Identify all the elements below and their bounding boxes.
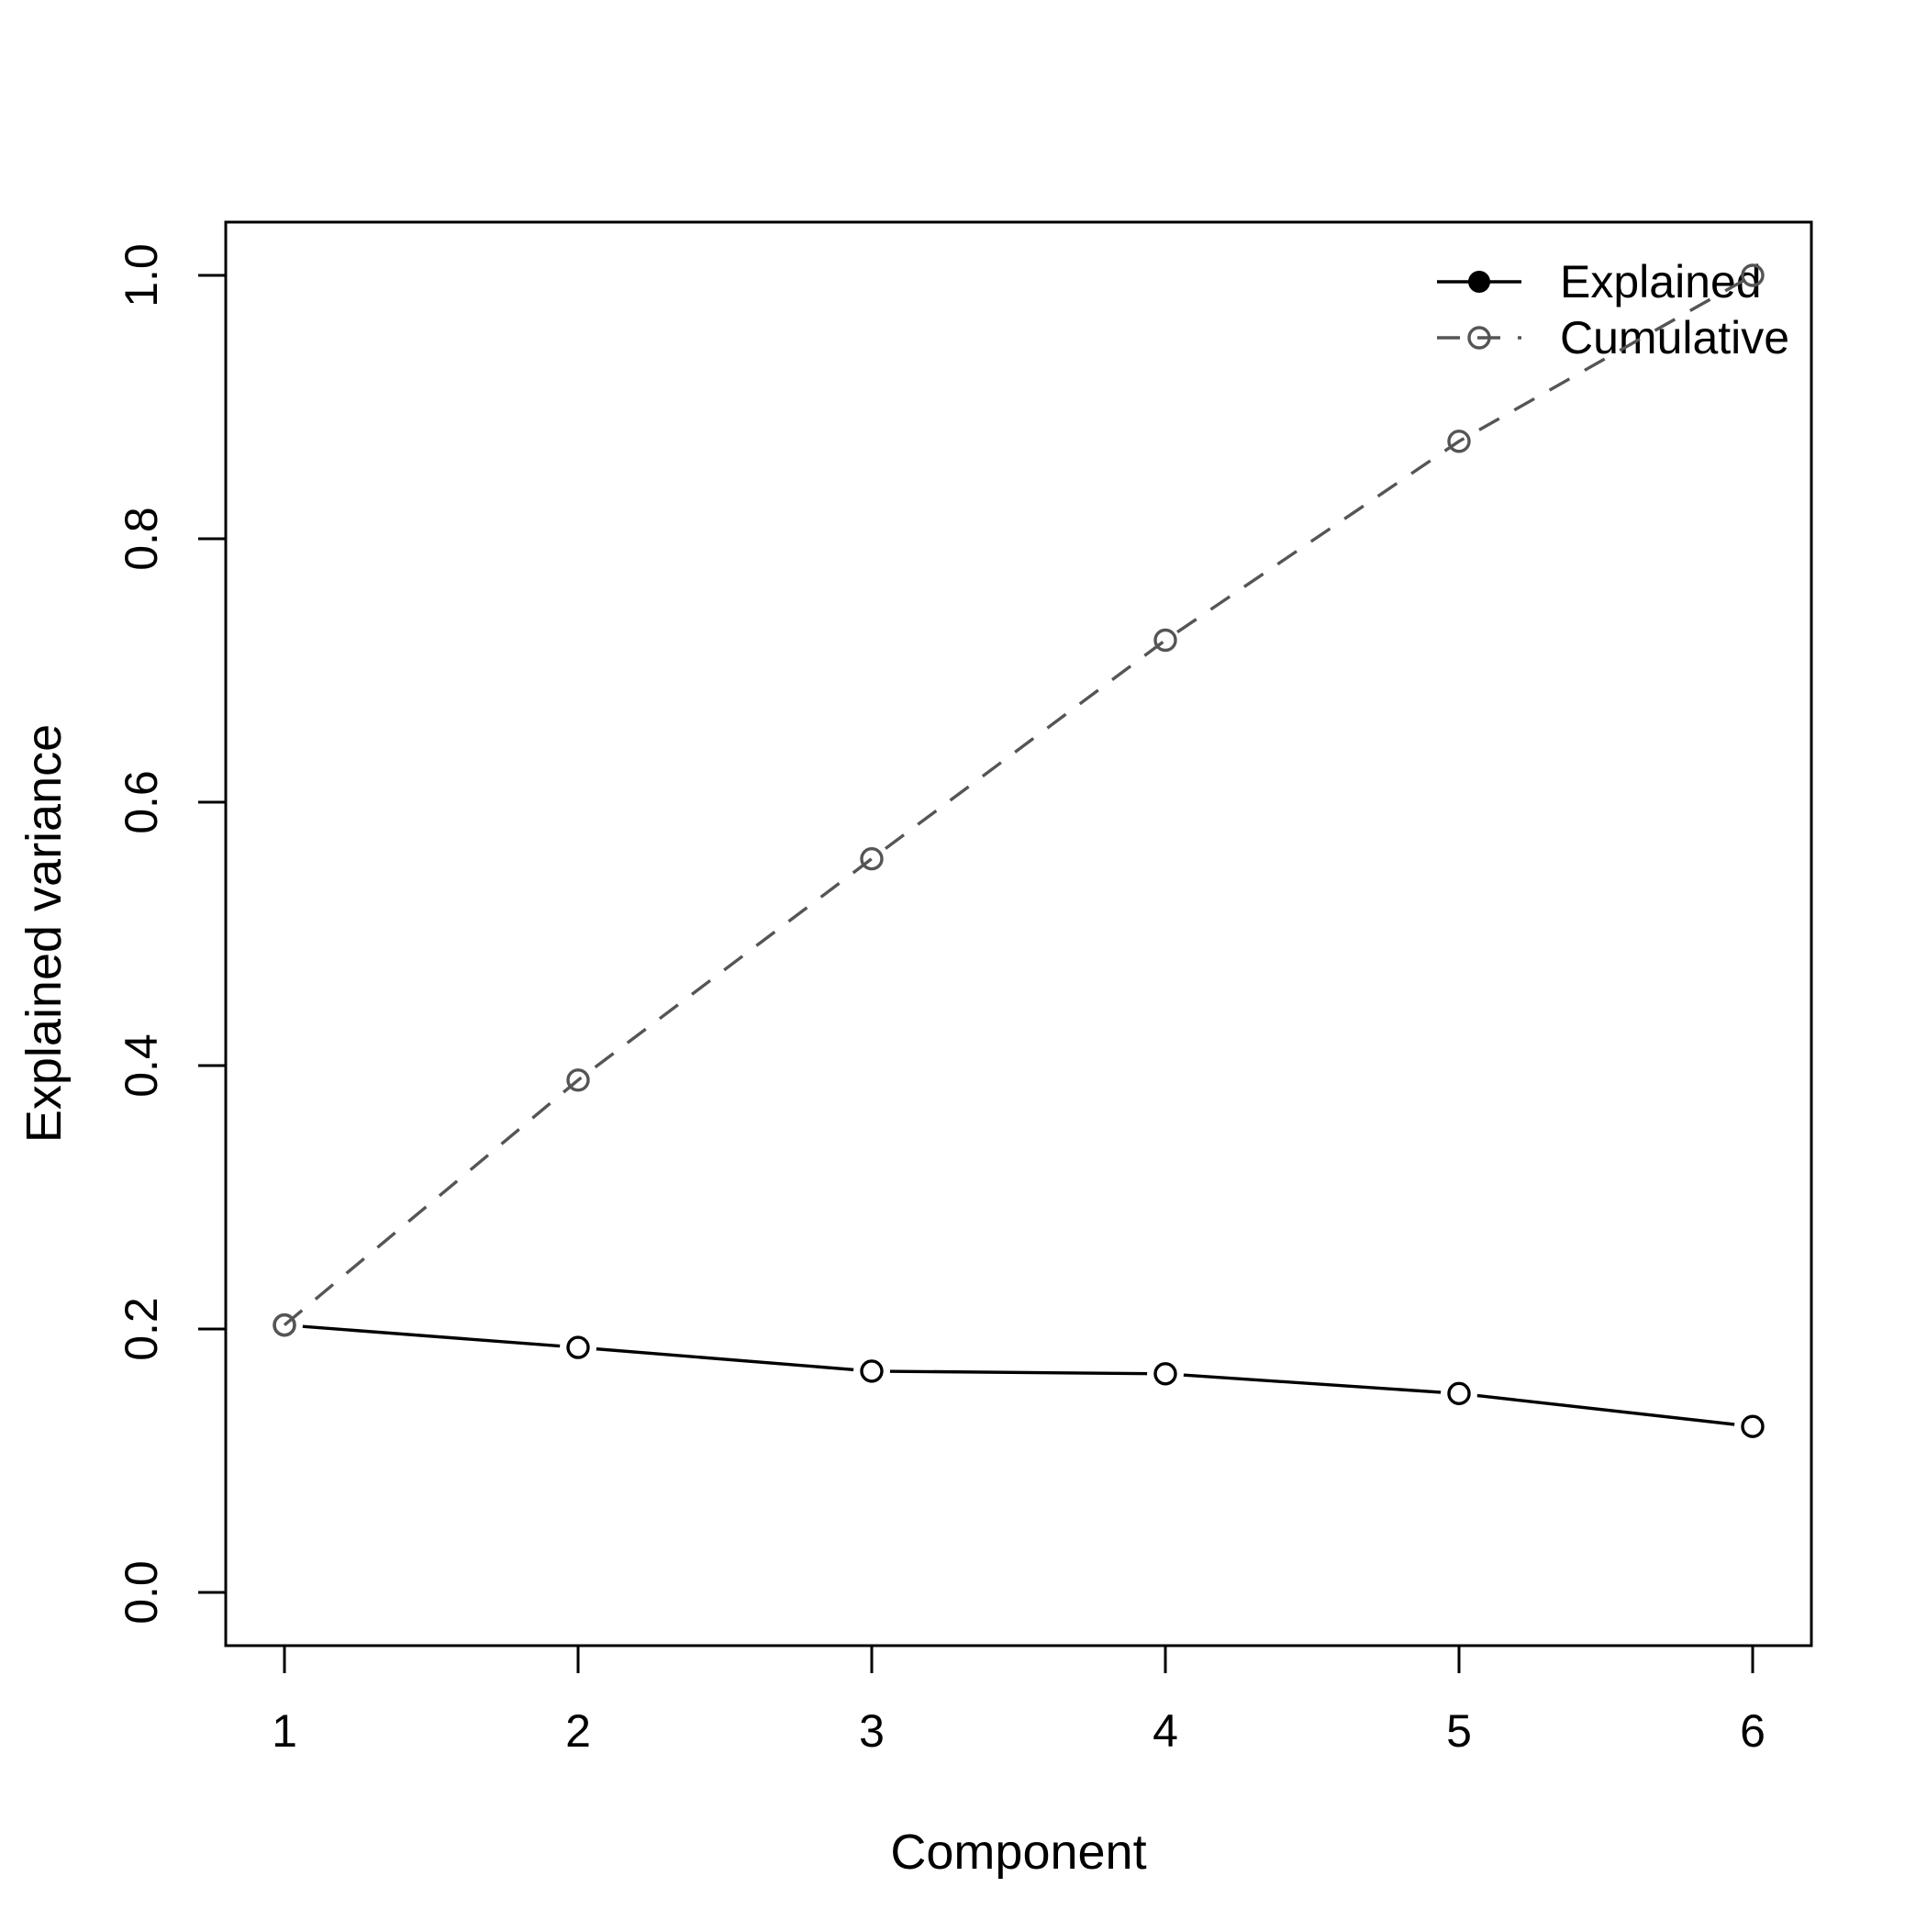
series-cumulative-point-marker <box>1741 263 1765 287</box>
series-cumulative-point-marker <box>1153 628 1177 653</box>
series-explained-point-marker <box>566 1335 590 1359</box>
x-axis-title: Component <box>890 1825 1146 1880</box>
series-explained-point-marker <box>860 1359 884 1383</box>
series-cumulative-line <box>283 274 1754 1327</box>
series-cumulative-point-marker <box>860 847 884 871</box>
y-axis-title: Explained variance <box>17 724 72 1143</box>
y-tick-label: 0.0 <box>116 1560 167 1625</box>
series-cumulative-point-marker <box>273 1312 296 1337</box>
plot-border <box>224 220 1813 1647</box>
y-tick-label: 0.4 <box>116 1033 167 1098</box>
x-tick-label: 4 <box>1153 1705 1178 1757</box>
series-cumulative-point-marker <box>1447 430 1471 453</box>
x-tick-label: 2 <box>565 1705 591 1757</box>
legend-explained-marker-icon <box>1468 271 1490 293</box>
y-tick-label: 1.0 <box>116 243 167 307</box>
x-axis-ticks: 1 2 3 4 5 6 <box>272 1646 1765 1757</box>
marker-halo <box>853 1352 890 1390</box>
series-explained-point-marker <box>1153 1362 1177 1386</box>
marker-halo <box>1734 1408 1771 1446</box>
x-tick-label: 5 <box>1446 1705 1472 1757</box>
series-explained-line <box>284 1323 1754 1428</box>
x-tick-label: 3 <box>859 1705 885 1757</box>
x-tick-label: 1 <box>272 1705 297 1757</box>
marker-halo <box>1441 1375 1477 1413</box>
marker-halo <box>560 1329 596 1367</box>
x-tick-label: 6 <box>1740 1705 1765 1757</box>
series-cumulative-point-marker <box>566 1068 590 1092</box>
y-tick-label: 0.6 <box>116 770 167 834</box>
data-series-layer <box>266 263 1771 1446</box>
marker-halo <box>1147 1355 1184 1392</box>
series-explained-point-marker <box>1447 1381 1471 1406</box>
y-axis-ticks: 0.0 0.2 0.4 0.6 0.8 1.0 <box>116 243 226 1625</box>
legend-explained-label: Explained <box>1560 256 1762 307</box>
legend-cumulative-marker-icon <box>1467 326 1491 350</box>
y-tick-label: 0.2 <box>116 1297 167 1361</box>
series-explained-point-marker <box>1741 1414 1765 1438</box>
y-tick-label: 0.8 <box>116 507 167 571</box>
